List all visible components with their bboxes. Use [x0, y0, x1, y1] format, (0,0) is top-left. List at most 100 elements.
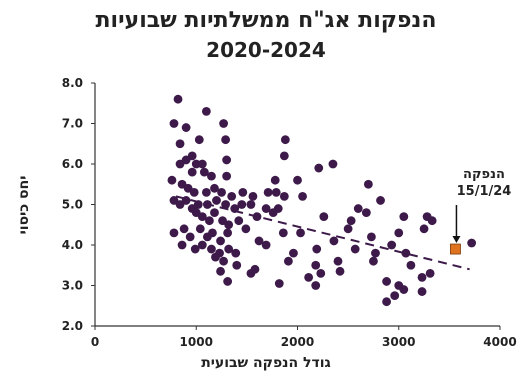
data-point	[217, 187, 226, 197]
y-tick-label: 4.0	[62, 238, 83, 252]
data-point	[382, 277, 391, 286]
x-tick-label: 1000	[180, 335, 213, 349]
x-tick-label: 4000	[483, 335, 516, 349]
data-point	[399, 285, 409, 294]
data-point	[167, 175, 177, 185]
data-point	[181, 155, 191, 165]
y-tick-label: 7.0	[62, 117, 83, 131]
x-tick-label: 3000	[382, 335, 415, 349]
data-point	[316, 268, 326, 278]
data-point	[280, 135, 290, 145]
data-point	[417, 273, 427, 282]
data-point	[261, 240, 271, 250]
data-point	[401, 248, 411, 258]
data-point	[270, 175, 280, 185]
data-point	[371, 248, 380, 258]
data-point	[406, 260, 416, 270]
data-point	[223, 277, 233, 286]
data-point	[194, 135, 204, 145]
data-point	[237, 200, 247, 209]
data-point	[223, 228, 233, 238]
data-point	[376, 196, 385, 205]
data-point	[319, 212, 329, 222]
y-tick-label: 6.0	[62, 157, 83, 171]
data-point	[390, 291, 400, 301]
data-point	[335, 266, 345, 276]
data-point	[230, 204, 240, 213]
data-point	[369, 256, 378, 266]
data-point	[202, 200, 212, 209]
data-point	[311, 260, 321, 270]
data-point	[234, 216, 244, 226]
data-point	[296, 228, 305, 238]
data-point	[238, 187, 248, 197]
data-point	[367, 232, 376, 242]
data-point	[274, 279, 284, 288]
data-point	[314, 163, 324, 173]
data-point	[227, 192, 237, 201]
data-point	[289, 248, 298, 258]
data-point	[201, 187, 211, 197]
data-point	[197, 159, 207, 169]
data-point	[216, 236, 225, 246]
data-point	[427, 216, 437, 226]
data-point	[399, 212, 409, 222]
data-point	[268, 208, 278, 218]
data-point	[195, 224, 205, 234]
data-point	[328, 159, 338, 169]
y-tick-label: 8.0	[62, 76, 83, 90]
x-tick-label: 0	[91, 335, 99, 349]
data-point	[361, 208, 371, 218]
data-point	[179, 224, 189, 234]
data-point	[207, 244, 216, 254]
data-point	[387, 240, 397, 250]
annotation-label-line2: 15/1/24	[456, 184, 512, 199]
data-point	[224, 244, 234, 254]
data-point	[279, 151, 289, 161]
data-point	[346, 216, 356, 226]
data-point	[312, 244, 322, 254]
data-point	[210, 208, 219, 218]
data-point	[199, 167, 209, 177]
data-point	[254, 236, 264, 246]
data-point	[191, 159, 201, 169]
data-point	[212, 196, 221, 205]
data-point	[197, 240, 207, 250]
data-point	[190, 244, 200, 254]
data-point	[353, 204, 363, 213]
data-point	[169, 119, 179, 128]
data-point	[210, 183, 219, 193]
data-point	[219, 256, 228, 266]
highlight-point	[450, 243, 461, 255]
data-point	[187, 167, 197, 177]
data-point	[467, 238, 477, 248]
data-point	[216, 266, 225, 276]
data-point	[185, 232, 195, 242]
data-point	[211, 252, 220, 262]
data-point	[232, 260, 242, 270]
data-point	[417, 287, 427, 296]
data-point	[279, 192, 289, 201]
data-point	[394, 228, 404, 238]
data-point	[221, 135, 231, 145]
data-point	[189, 187, 199, 197]
data-point	[329, 236, 339, 246]
data-point	[382, 297, 391, 307]
y-tick-label: 3.0	[62, 279, 83, 293]
data-point	[224, 220, 234, 230]
data-point	[293, 175, 302, 185]
data-point	[419, 224, 429, 234]
data-point	[181, 123, 191, 132]
annotation-label-line1: הנפקה	[463, 167, 505, 182]
y-tick-label: 5.0	[62, 198, 83, 212]
data-point	[304, 273, 314, 282]
data-point	[425, 268, 435, 278]
data-point	[173, 94, 183, 104]
data-point	[219, 119, 228, 128]
chart-subtitle: 2020-2024	[206, 38, 326, 62]
y-tick-label: 2.0	[62, 319, 83, 333]
data-point	[181, 196, 191, 205]
data-point	[246, 200, 256, 209]
data-point	[283, 256, 293, 266]
